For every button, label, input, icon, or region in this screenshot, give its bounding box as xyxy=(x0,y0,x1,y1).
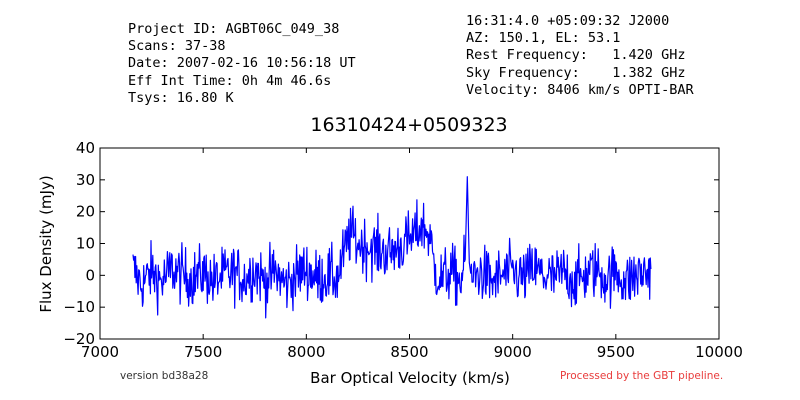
y-tick-label: 0 xyxy=(85,266,95,284)
y-axis-label: Flux Density (mJy) xyxy=(37,175,55,312)
y-tick-label: 10 xyxy=(76,235,95,253)
y-tick-label: 40 xyxy=(76,139,95,157)
y-axis: −20 −10 0 10 20 30 40 xyxy=(63,139,719,348)
x-tick-label: 9500 xyxy=(597,343,635,361)
info-right-line-2: Rest Frequency: 1.420 GHz xyxy=(466,47,686,64)
series-line xyxy=(132,176,652,319)
x-tick-label: 9000 xyxy=(494,343,532,361)
y-tick-label: 30 xyxy=(76,171,95,189)
x-axis: 7000 7500 8000 8500 9000 9500 10000 xyxy=(81,148,743,361)
info-right-line-4: Velocity: 8406 km/s OPTI-BAR xyxy=(466,81,694,98)
pipeline-label: Processed by the GBT pipeline. xyxy=(560,370,724,382)
info-right-line-0: 16:31:4.0 +05:09:32 J2000 xyxy=(466,13,670,29)
info-right-line-1: AZ: 150.1, EL: 53.1 xyxy=(466,30,621,47)
x-tick-label: 7500 xyxy=(184,343,222,361)
chart-title: 16310424+0509323 xyxy=(310,114,508,136)
series-layer xyxy=(132,176,652,319)
y-tick-label: 20 xyxy=(76,203,95,221)
y-tick-label: −20 xyxy=(63,330,95,348)
observation-info-left: Project ID: AGBT06C_049_38 Scans: 37-38 Da… xyxy=(128,21,356,107)
y-tick-label: −10 xyxy=(63,298,95,316)
x-tick-label: 8500 xyxy=(390,343,428,361)
info-left-line-4: Tsys: 16.80 K xyxy=(128,89,234,106)
info-left-line-2: Date: 2007-02-16 10:56:18 UT xyxy=(128,55,356,72)
observation-info-right: 16:31:4.0 +05:09:32 J2000 AZ: 150.1, EL: … xyxy=(466,13,694,99)
x-axis-label: Bar Optical Velocity (km/s) xyxy=(310,369,510,387)
info-left-line-1: Scans: 37-38 xyxy=(128,38,226,55)
x-tick-label: 8000 xyxy=(287,343,325,361)
version-label: version bd38a28 xyxy=(120,370,209,382)
info-right-line-3: Sky Frequency: 1.382 GHz xyxy=(466,64,686,81)
info-left-line-3: Eff Int Time: 0h 4m 46.6s xyxy=(128,72,332,89)
x-tick-label: 10000 xyxy=(695,343,743,361)
x-tick-label: 7000 xyxy=(81,343,119,361)
info-left-line-0: Project ID: AGBT06C_049_38 xyxy=(128,21,340,37)
